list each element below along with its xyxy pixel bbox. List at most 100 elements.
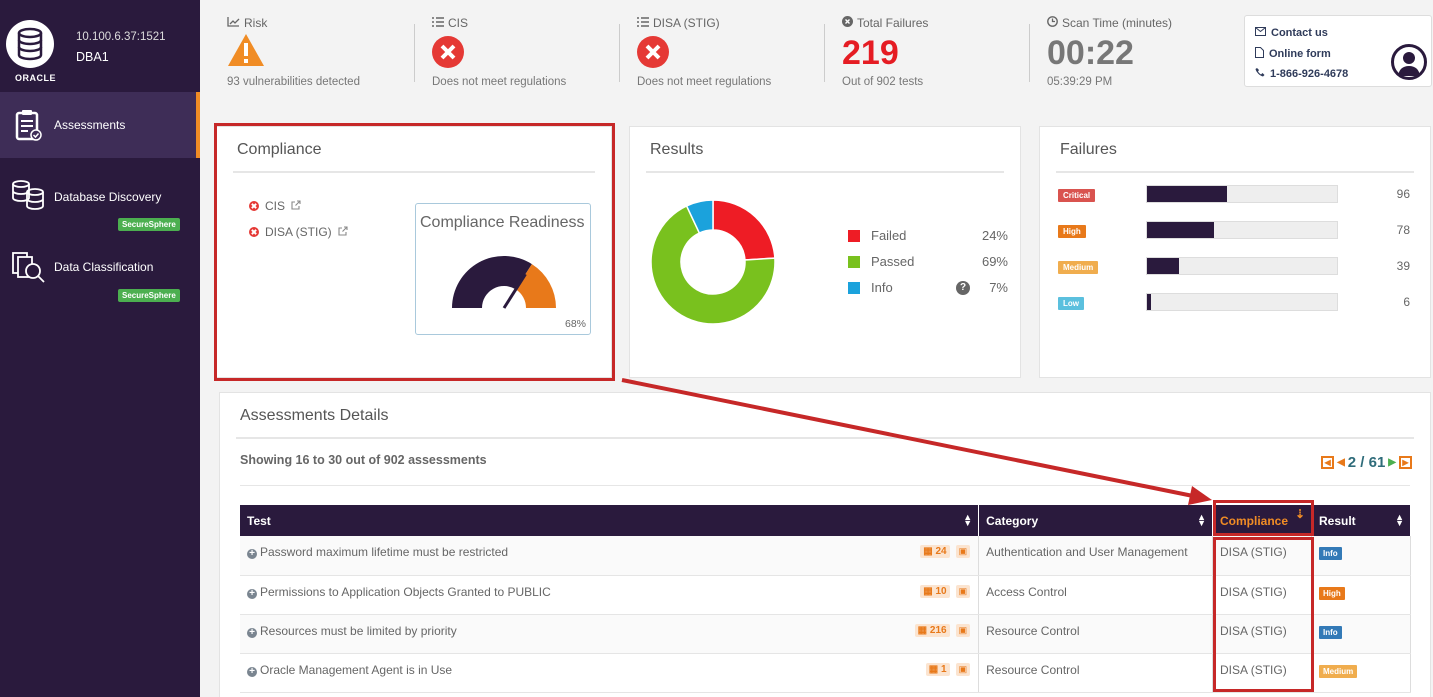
- table-count: 24: [935, 546, 947, 557]
- pagination: ◀ ◀ 2 / 61 ▶ ▶: [1321, 454, 1412, 471]
- x-circle-icon: [842, 16, 853, 30]
- failure-row-high: High 78: [1058, 221, 1410, 241]
- prev-page-button[interactable]: ◀: [1337, 457, 1345, 468]
- external-link-icon: [291, 199, 301, 213]
- sort-icon: ▲ ▼: [1197, 512, 1207, 528]
- phone-icon: [1255, 67, 1265, 80]
- expand-icon[interactable]: +: [247, 549, 257, 559]
- disa-stat: DISA (STIG) Does not meet regulations: [637, 16, 817, 90]
- legend-label: Info: [871, 280, 893, 295]
- readiness-title: Compliance Readiness: [420, 214, 585, 231]
- compliance-panel: Compliance CIS DISA (STIG) Compliance Re…: [216, 126, 612, 378]
- first-page-button[interactable]: ◀: [1321, 456, 1335, 469]
- divider: [1056, 171, 1414, 173]
- contact-us-link[interactable]: Contact us: [1255, 27, 1328, 39]
- securesphere-badge: SecureSphere: [118, 289, 180, 302]
- table-count-badge[interactable]: ▦ 216: [914, 623, 950, 637]
- divider: [619, 24, 620, 82]
- donut-slice-failed: [712, 199, 776, 261]
- clipboard-check-icon: [15, 109, 43, 144]
- table-count-badge[interactable]: ▦ 10: [920, 584, 950, 598]
- total-failures-stat: Total Failures 219 Out of 902 tests: [842, 16, 1022, 90]
- briefcase-icon[interactable]: ▣: [955, 623, 971, 637]
- page-indicator: 2 / 61: [1347, 454, 1386, 471]
- column-header-category[interactable]: Category ▲ ▼: [978, 505, 1214, 536]
- phone-link[interactable]: 1-866-926-4678: [1255, 67, 1348, 80]
- scan-time-title: Scan Time (minutes): [1062, 16, 1173, 30]
- divider: [240, 485, 1410, 486]
- table-row[interactable]: + Resources must be limited by priority ▦ …: [240, 614, 1411, 654]
- online-form-link[interactable]: Online form: [1255, 47, 1331, 61]
- table-row[interactable]: + Password maximum lifetime must be restr…: [240, 536, 1411, 576]
- support-agent-avatar[interactable]: [1391, 44, 1427, 80]
- compliance-title: Compliance: [237, 141, 322, 158]
- test-name[interactable]: Permissions to Application Objects Grant…: [260, 584, 551, 599]
- scan-time-value: 00:22: [1047, 34, 1134, 72]
- compliance-item-cis[interactable]: CIS: [249, 199, 301, 213]
- next-page-button[interactable]: ▶: [1388, 457, 1396, 468]
- expand-icon[interactable]: +: [247, 627, 257, 638]
- briefcase-icon[interactable]: ▣: [955, 584, 971, 598]
- legend-value: 7%: [989, 280, 1008, 295]
- list-icon: [432, 16, 444, 30]
- total-failures-value: 219: [842, 34, 899, 72]
- briefcase-icon[interactable]: ▣: [955, 662, 971, 676]
- table-row[interactable]: + Permissions to Application Objects Gran…: [240, 575, 1411, 615]
- sidebar-item-label: Data Classification: [54, 260, 154, 274]
- divider: [1029, 24, 1030, 82]
- disa-sub: Does not meet regulations: [637, 76, 772, 88]
- compliance-cell: DISA (STIG): [1212, 614, 1312, 654]
- cis-stat: CIS Does not meet regulations: [432, 16, 612, 90]
- help-icon[interactable]: ?: [956, 280, 970, 295]
- risk-title: Risk: [244, 16, 268, 30]
- legend-value: 69%: [981, 254, 1008, 269]
- expand-icon[interactable]: +: [247, 588, 257, 599]
- chart-line-icon: [227, 16, 240, 30]
- severity-badge: Critical: [1058, 189, 1096, 202]
- result-cell: Info: [1311, 536, 1411, 576]
- column-header-result[interactable]: Result ▲ ▼: [1311, 505, 1411, 536]
- fail-circle-icon: [637, 36, 669, 71]
- table-row[interactable]: + Oracle Management Agent is in Use ▦ 1 ▣ Re…: [240, 653, 1411, 693]
- table-count-badge[interactable]: ▦ 24: [920, 545, 950, 558]
- result-badge: Info: [1319, 625, 1342, 639]
- expand-icon[interactable]: +: [247, 666, 257, 677]
- divider: [646, 171, 1004, 173]
- sort-icon: ▲ ▼: [963, 512, 973, 528]
- divider: [233, 171, 595, 173]
- envelope-icon: [1255, 27, 1266, 39]
- total-failures-title: Total Failures: [857, 16, 929, 30]
- sidebar-item-data-classification[interactable]: Data Classification SecureSphere: [0, 246, 200, 306]
- compliance-item-disa[interactable]: DISA (STIG): [249, 225, 348, 239]
- briefcase-icon[interactable]: ▣: [955, 545, 971, 558]
- test-name[interactable]: Oracle Management Agent is in Use: [260, 662, 453, 677]
- legend-swatch: [848, 255, 860, 268]
- column-header-compliance[interactable]: Compliance ⇣: [1212, 505, 1312, 536]
- column-header-test[interactable]: Test ▲ ▼: [240, 505, 980, 536]
- results-title: Results: [650, 141, 704, 158]
- sidebar-item-assessments[interactable]: Assessments: [0, 92, 200, 158]
- db-host-label: 10.100.6.37:1521: [76, 31, 166, 43]
- legend-label: Passed: [871, 254, 915, 269]
- column-label: Test: [247, 513, 271, 528]
- failure-bar: [1146, 257, 1338, 275]
- test-name[interactable]: Resources must be limited by priority: [260, 623, 457, 638]
- compliance-readiness-card: Compliance Readiness 68%: [415, 203, 591, 335]
- sidebar-item-database-discovery[interactable]: Database Discovery SecureSphere: [0, 175, 200, 235]
- result-badge: Info: [1319, 547, 1342, 560]
- failure-bar: [1146, 221, 1338, 239]
- compliance-cell: DISA (STIG): [1212, 575, 1312, 615]
- list-icon: [637, 16, 649, 30]
- table-count-badge[interactable]: ▦ 1: [925, 662, 950, 676]
- failure-row-medium: Medium 39: [1058, 257, 1410, 277]
- fail-dot-icon: [249, 227, 259, 237]
- test-cell: + Permissions to Application Objects Gran…: [240, 575, 980, 615]
- result-badge: Medium: [1319, 664, 1358, 678]
- cis-title: CIS: [448, 16, 469, 30]
- test-name[interactable]: Password maximum lifetime must be restri…: [260, 545, 509, 559]
- failure-count: 96: [1396, 187, 1410, 201]
- divider: [824, 24, 825, 82]
- legend-info: Info ? 7%: [848, 280, 1008, 295]
- last-page-button[interactable]: ▶: [1399, 456, 1412, 469]
- table-count: 1: [941, 663, 947, 675]
